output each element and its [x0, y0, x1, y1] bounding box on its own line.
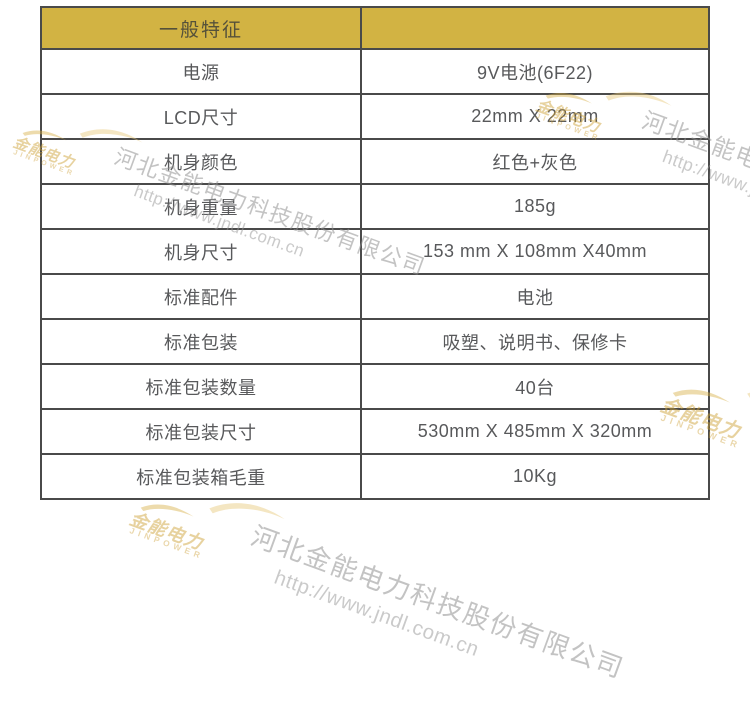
spec-value-cell: 电池 — [360, 273, 710, 320]
table-row: LCD尺寸 22mm X 22mm — [40, 93, 710, 140]
spec-value-cell: 40台 — [360, 363, 710, 410]
table-row: 电源 9V电池(6F22) — [40, 48, 710, 95]
url-watermark-text: http://www.jndl.com.cn — [271, 565, 483, 662]
table-row: 机身重量 185g — [40, 183, 710, 230]
spec-label-cell: 机身颜色 — [40, 138, 362, 185]
spec-label-cell: 标准配件 — [40, 273, 362, 320]
spec-table: 一般特征 电源 9V电池(6F22) LCD尺寸 22mm X 22mm 机身颜… — [40, 6, 710, 500]
logo-subtext: JINPOWER — [128, 527, 205, 562]
spec-label-cell: 标准包装尺寸 — [40, 408, 362, 455]
table-row: 机身颜色 红色+灰色 — [40, 138, 710, 185]
spec-value-cell: 22mm X 22mm — [360, 93, 710, 140]
page-root: { "table": { "header": { "label": "一般特征"… — [11, 6, 750, 684]
company-watermark-text: 河北金能电力科技股份有限公司 — [247, 520, 629, 684]
table-row: 标准配件 电池 — [40, 273, 710, 320]
header-empty-cell — [360, 6, 710, 50]
spec-label-cell: 标准包装 — [40, 318, 362, 365]
spec-table-header-row: 一般特征 — [40, 6, 710, 50]
logo-text: 金能电力 — [126, 508, 207, 555]
table-row: 标准包装 吸塑、说明书、保修卡 — [40, 318, 710, 365]
table-row: 标准包装箱毛重 10Kg — [40, 453, 710, 500]
spec-value-cell: 吸塑、说明书、保修卡 — [360, 318, 710, 365]
swoosh-icon — [747, 388, 750, 406]
table-row: 标准包装尺寸 530mm X 485mm X 320mm — [40, 408, 710, 455]
spec-label-cell: 电源 — [40, 48, 362, 95]
spec-value-cell: 153 mm X 108mm X40mm — [360, 228, 710, 275]
spec-value-cell: 530mm X 485mm X 320mm — [360, 408, 710, 455]
header-label-cell: 一般特征 — [40, 6, 362, 50]
spec-value-cell: 10Kg — [360, 453, 710, 500]
spec-label-cell: 机身重量 — [40, 183, 362, 230]
table-row: 标准包装数量 40台 — [40, 363, 710, 410]
spec-label-cell: 标准包装数量 — [40, 363, 362, 410]
spec-value-cell: 9V电池(6F22) — [360, 48, 710, 95]
table-row: 机身尺寸 153 mm X 108mm X40mm — [40, 228, 710, 275]
spec-label-cell: 标准包装箱毛重 — [40, 453, 362, 500]
spec-value-cell: 红色+灰色 — [360, 138, 710, 185]
spec-label-cell: LCD尺寸 — [40, 93, 362, 140]
spec-value-cell: 185g — [360, 183, 710, 230]
spec-table-body: 一般特征 电源 9V电池(6F22) LCD尺寸 22mm X 22mm 机身颜… — [40, 6, 710, 500]
spec-label-cell: 机身尺寸 — [40, 228, 362, 275]
